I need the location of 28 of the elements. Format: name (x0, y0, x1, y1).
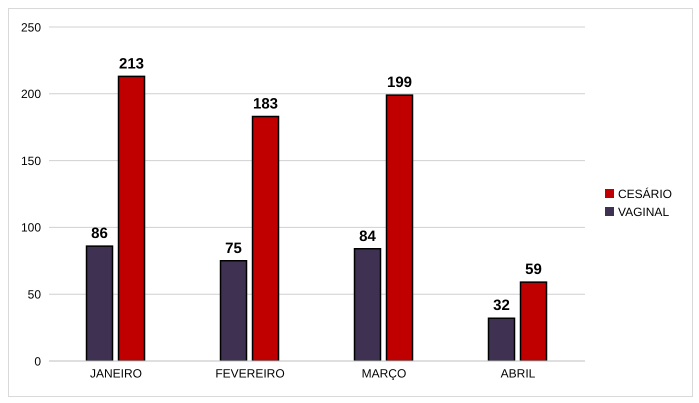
data-label: 213 (119, 55, 144, 72)
y-tick-label: 50 (28, 287, 42, 302)
bar (118, 76, 146, 361)
data-label: 199 (386, 74, 412, 92)
y-tick-label: 150 (20, 154, 42, 168)
x-tick-label: MARÇO (362, 366, 406, 381)
bar (520, 281, 548, 361)
data-label: 86 (91, 225, 108, 242)
bar (220, 260, 248, 361)
y-tick-label: 100 (20, 220, 42, 235)
x-tick-label: ABRIL (500, 366, 536, 381)
bar (252, 116, 280, 361)
bar (354, 248, 382, 361)
legend-label: CESÁRIO (618, 186, 672, 200)
y-tick-label: 250 (20, 20, 42, 34)
x-tick-label: JANEIRO (90, 366, 142, 381)
bar (86, 245, 114, 361)
data-label: 183 (253, 96, 278, 113)
y-tick-label: 200 (20, 87, 42, 102)
data-label: 75 (225, 240, 242, 257)
y-tick-label: 0 (34, 354, 42, 368)
legend-label: VAGINAL (618, 204, 670, 218)
x-tick-label: FEVEREIRO (215, 366, 285, 381)
data-label: 84 (359, 228, 377, 245)
data-label: 32 (493, 297, 510, 314)
bar (488, 318, 516, 361)
data-label: 59 (525, 261, 542, 278)
bar (386, 94, 414, 361)
